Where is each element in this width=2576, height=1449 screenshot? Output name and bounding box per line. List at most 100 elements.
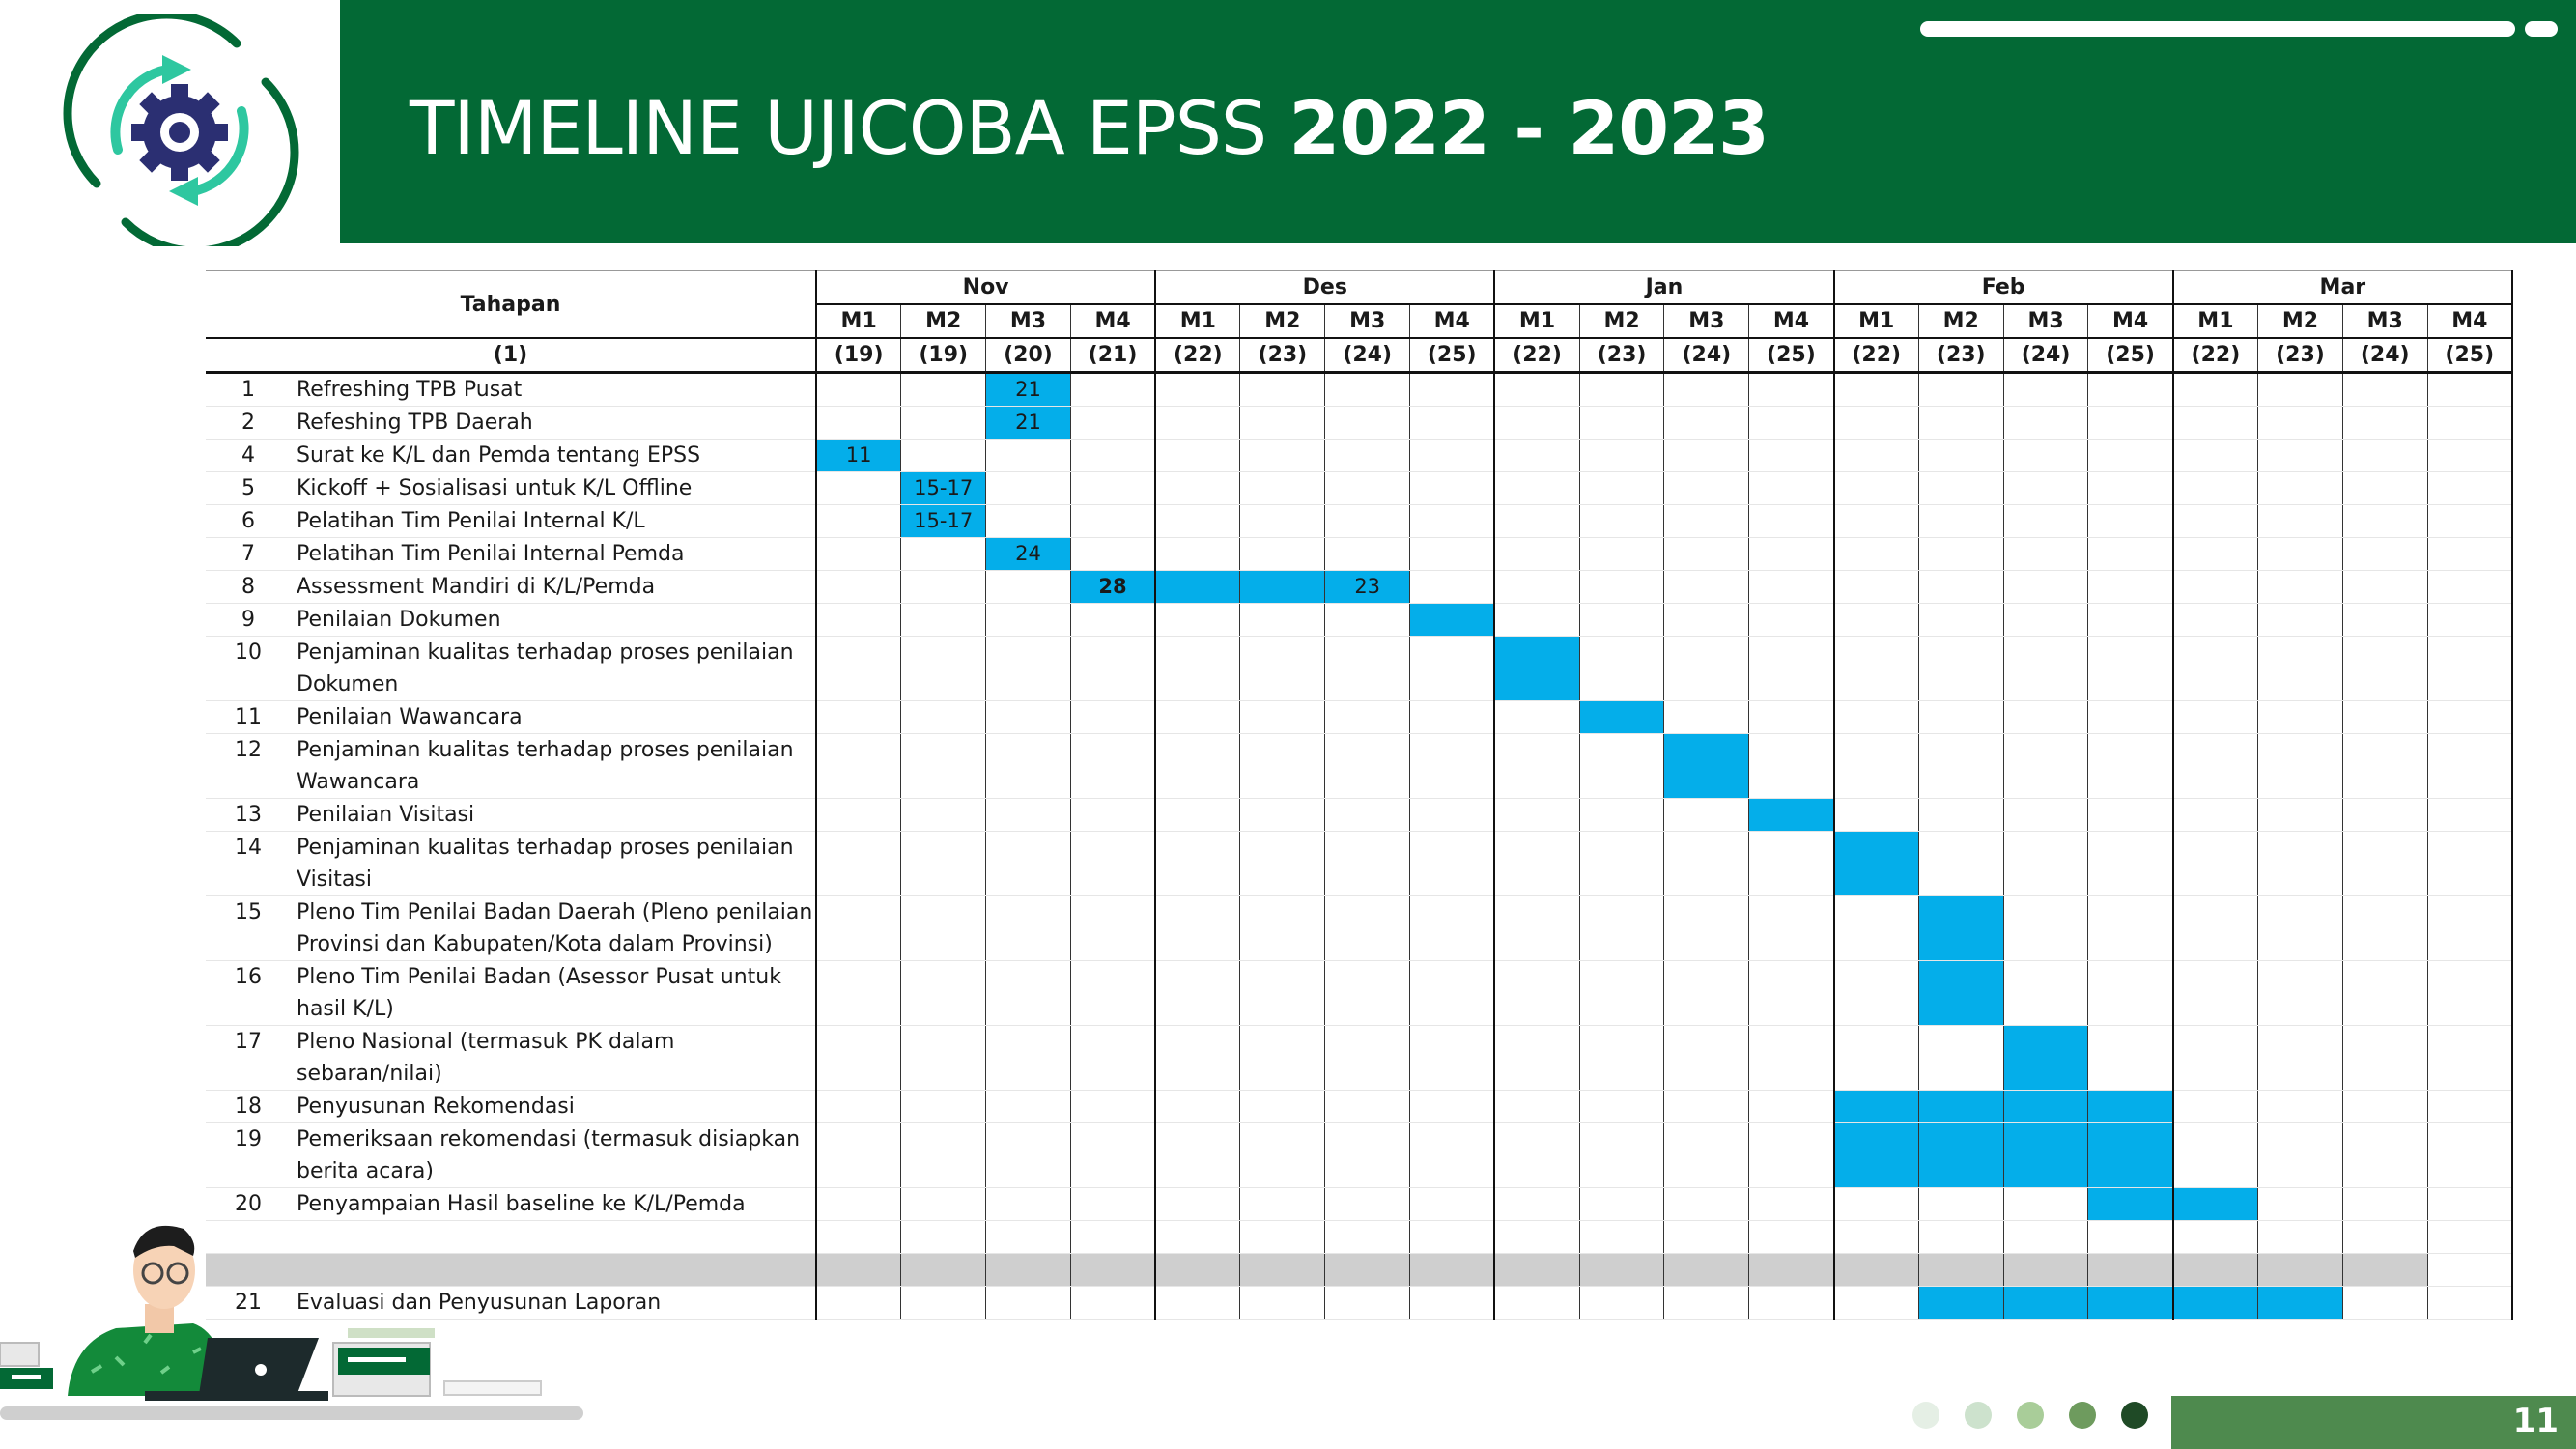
gantt-cell [2087,798,2173,832]
gantt-cell [2341,960,2428,1026]
gantt-cell [1832,537,1919,571]
gantt-cell [2341,895,2428,961]
gantt-cell [2257,406,2343,440]
gantt-cell [2426,636,2513,701]
decor-dot [2121,1402,2148,1429]
gantt-cell [1409,1286,1495,1320]
gantt-cell [985,471,1071,505]
row-task-name: Penjaminan kualitas terhadap proses peni… [291,636,816,701]
gantt-bar [1748,798,1834,832]
gantt-cell [1578,406,1664,440]
gantt-cell [1917,372,2004,407]
row-task-name: Penilaian Wawancara [291,700,816,734]
gantt-cell [2426,1090,2513,1123]
week-header: M1 [1493,303,1580,338]
gantt-cell [1409,372,1495,407]
gantt-bar [1663,733,1749,799]
gantt-cell [1069,1286,1156,1320]
gantt-cell [1154,960,1240,1026]
gantt-cell [1493,1187,1580,1221]
gantt-cell [1409,733,1495,799]
gantt-cell [1663,439,1749,472]
gantt-cell [1154,406,1240,440]
gantt-cell [2426,700,2513,734]
gantt-cell [1663,831,1749,896]
gantt-cell [985,1122,1071,1188]
gantt-cell [1239,406,1325,440]
gantt-cell [1154,1220,1240,1254]
gantt-cell [2341,1286,2428,1320]
gantt-cell [1324,1253,1410,1287]
gantt-cell [1493,504,1580,538]
gantt-cell [1069,1090,1156,1123]
gantt-cell [2171,831,2258,896]
gantt-cell [2002,406,2088,440]
gantt-cell [2002,636,2088,701]
row-number: 13 [206,798,291,832]
row-task-name: Pleno Tim Penilai Badan (Asessor Pusat u… [291,960,816,1026]
gantt-cell [1917,439,2004,472]
gantt-bar [2087,1090,2173,1123]
gantt-bar: 21 [985,406,1071,440]
gantt-bar [2171,1286,2258,1320]
gantt-cell [900,603,986,637]
week-header: M4 [2087,303,2173,338]
gantt-cell [1832,636,1919,701]
row-number: 21 [206,1286,291,1320]
table-row: 18 Penyusunan Rekomendasi [206,1090,2513,1123]
gantt-cell [1069,406,1156,440]
gantt-cell [815,537,901,571]
month-header: Feb [1832,270,2173,304]
gantt-cell [2257,439,2343,472]
gantt-cell [1154,798,1240,832]
gantt-bar [2002,1090,2088,1123]
gantt-bar: 21 [985,372,1071,407]
gantt-cell [985,570,1071,604]
column-header-tahapan: Tahapan [206,270,816,338]
gantt-cell [1748,372,1834,407]
gantt-bar [1239,570,1325,604]
gantt-cell [1663,798,1749,832]
gantt-cell [1069,733,1156,799]
gantt-cell [985,831,1071,896]
gantt-cell [1409,1025,1495,1091]
gantt-cell [1069,1122,1156,1188]
gantt-cell [1578,895,1664,961]
gantt-cell [2087,504,2173,538]
gantt-cell [1409,1253,1495,1287]
table-row: 6 Pelatihan Tim Penilai Internal K/L 15-17 [206,504,2513,538]
week-number: (19) [900,337,986,374]
gantt-cell [2171,471,2258,505]
gantt-cell [2171,1090,2258,1123]
row-task-name [291,1220,816,1254]
gantt-cell [2087,636,2173,701]
week-header: M4 [1069,303,1156,338]
table-row [206,1253,2513,1287]
gantt-cell [1239,1253,1325,1287]
gantt-cell [1409,439,1495,472]
gantt-cell [1748,733,1834,799]
gantt-cell [1663,895,1749,961]
gantt-cell [2257,570,2343,604]
gantt-cell [2257,504,2343,538]
gantt-cell [2087,733,2173,799]
gantt-cell [2426,733,2513,799]
gantt-cell [2002,1220,2088,1254]
gantt-cell [1748,960,1834,1026]
week-number: (25) [2087,337,2173,374]
gantt-cell [1324,1090,1410,1123]
gantt-cell [2341,1187,2428,1221]
gantt-bar [1832,1122,1919,1188]
row-task-name: Penilaian Dokumen [291,603,816,637]
gantt-cell [1578,1220,1664,1254]
gantt-cell [1154,1025,1240,1091]
gantt-cell [2257,636,2343,701]
gantt-cell [900,831,986,896]
gantt-bar: 23 [1324,570,1410,604]
gantt-cell [1832,439,1919,472]
row-number: 6 [206,504,291,538]
gantt-cell [1663,1025,1749,1091]
gantt-cell [815,831,901,896]
week-number: (20) [985,337,1071,374]
gantt-cell [1917,1187,2004,1221]
